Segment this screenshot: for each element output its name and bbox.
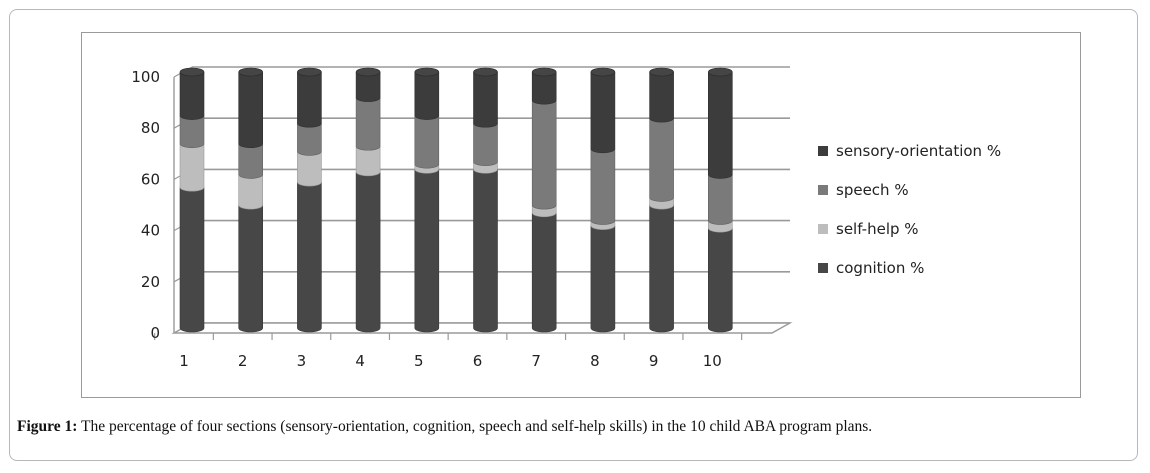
bar-top-cap: [707, 67, 733, 77]
x-tick-label: 1: [179, 352, 189, 370]
legend-label: cognition %: [836, 259, 924, 277]
bar-segment: [238, 71, 263, 148]
legend-swatch: [818, 224, 828, 234]
bar-top-cap: [590, 67, 616, 77]
bar-segment: [355, 71, 381, 102]
bar-top-cap: [238, 67, 263, 77]
legend-label: sensory-orientation %: [836, 142, 1001, 160]
bar-segment: [590, 71, 616, 154]
bar-segment: [355, 171, 381, 333]
bar-segment: [179, 143, 205, 192]
x-tick-label: 8: [590, 352, 600, 370]
bar-segment: [297, 123, 322, 156]
bar-segment: [708, 71, 733, 179]
bar-segment: [649, 117, 674, 202]
bar-segment: [473, 71, 498, 128]
x-tick-label: 5: [414, 352, 424, 370]
bar-segment: [649, 205, 674, 333]
bar-segment: [179, 187, 205, 333]
bar-segment: [179, 115, 205, 148]
bar-segment: [414, 115, 440, 169]
bar-top-cap: [531, 67, 557, 77]
y-tick-label: 0: [150, 324, 160, 342]
chart-area: 0 20 40 60 80 100 1 2 3 4 5 6 7 8 9 10 sensory-orientat…: [81, 32, 1081, 398]
tick-labels: 0 20 40 60 80 100 1 2 3 4 5 6 7 8 9 10: [131, 68, 721, 370]
caption-text: The percentage of four sections (sensory…: [77, 418, 873, 435]
legend-label: self-help %: [836, 220, 919, 238]
x-tick-label: 2: [238, 352, 248, 370]
bar-segment: [297, 151, 322, 187]
x-tick-label: 7: [531, 352, 541, 370]
x-tick-label: 4: [355, 352, 365, 370]
bar-segment: [238, 143, 263, 179]
y-tick-label: 20: [141, 273, 160, 291]
bar-segment: [238, 205, 263, 333]
legend: sensory-orientation % speech % self-help %…: [818, 142, 1001, 277]
bar-top-cap: [473, 67, 498, 77]
bar-segment: [414, 71, 440, 120]
y-tick-label: 40: [141, 222, 160, 240]
bar-segment: [238, 174, 263, 210]
bar-segment: [179, 71, 205, 120]
bar-segment: [531, 71, 557, 105]
bar-top-cap: [179, 67, 205, 77]
y-tick-label: 100: [131, 68, 160, 86]
bar-segment: [590, 225, 616, 333]
x-tick-label: 10: [703, 352, 722, 370]
y-tick-label: 60: [141, 170, 160, 188]
bar-segment: [649, 71, 674, 123]
bar-segment: [473, 123, 498, 166]
caption-label: Figure 1:: [17, 418, 78, 435]
figure-caption: Figure 1: The percentage of four section…: [17, 418, 1127, 436]
bar-segment: [355, 146, 381, 177]
bar-segment: [297, 71, 322, 128]
legend-swatch: [818, 185, 828, 195]
bar-top-cap: [355, 67, 381, 77]
x-tick-label: 9: [649, 352, 659, 370]
x-tick-label: 6: [473, 352, 483, 370]
bar-segment: [355, 97, 381, 151]
x-tick-label: 3: [297, 352, 307, 370]
y-tick-label: 80: [141, 119, 160, 137]
bar-top-cap: [649, 67, 674, 77]
bar-segment: [708, 174, 733, 225]
legend-swatch: [818, 146, 828, 156]
bar-top-cap: [414, 67, 440, 77]
bar-segment: [531, 212, 557, 333]
bar-segment: [531, 100, 557, 210]
bars: [179, 67, 733, 333]
bar-segment: [473, 169, 498, 333]
bar-segment: [414, 169, 440, 333]
bar-top-cap: [297, 67, 322, 77]
bar-segment: [708, 228, 733, 333]
bar-segment: [590, 148, 616, 225]
bar-segment: [297, 181, 322, 333]
legend-label: speech %: [836, 181, 909, 199]
stacked-bar-chart: 0 20 40 60 80 100 1 2 3 4 5 6 7 8 9 10 sensory-orientat…: [131, 66, 1001, 370]
legend-swatch: [818, 263, 828, 273]
